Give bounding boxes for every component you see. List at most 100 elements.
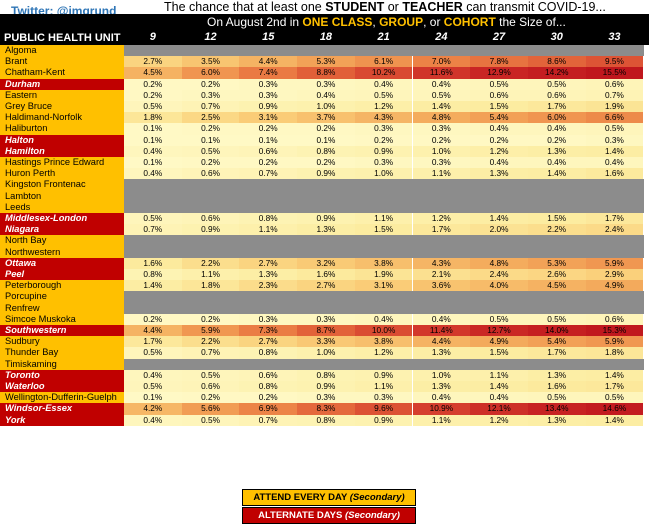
probability-cell: 0.2% xyxy=(124,313,182,325)
table-row: Huron Perth 0.4% 0.6% 0.7% 0.9% 1.0% 1.1% 1.3% 1… xyxy=(0,168,649,180)
probability-cell: 0.5% xyxy=(124,213,182,225)
table-row: Brant 2.7% 3.5% 4.4% 5.3% 6.1% 7.0% 7.8% 8.6% 9.5… xyxy=(0,56,649,68)
probability-cell: 0.5% xyxy=(527,392,586,404)
probability-cell: 1.3% xyxy=(527,145,586,157)
probability-cell: 0.2% xyxy=(239,123,298,135)
probability-cell: 0.7% xyxy=(181,347,240,359)
probability-cell: 3.5% xyxy=(181,56,240,68)
probability-cell: 2.1% xyxy=(412,269,471,281)
probability-cell: 0.4% xyxy=(297,89,355,101)
probability-cell: 2.7% xyxy=(124,56,182,68)
probability-cell: 6.0% xyxy=(527,112,586,124)
probability-cell: 1.6% xyxy=(527,381,586,393)
health-unit-name: Northwestern xyxy=(0,246,124,258)
probability-cell: 1.9% xyxy=(354,269,413,281)
probability-cell: 2.5% xyxy=(181,112,240,124)
table-row: Eastern 0.2% 0.3% 0.3% 0.4% 0.5% 0.5% 0.6% 0.6% 0… xyxy=(0,89,649,101)
health-unit-name: Middlesex-London xyxy=(0,213,124,225)
table-row: Waterloo 0.5% 0.6% 0.8% 0.9% 1.1% 1.3% 1.4% 1.6%… xyxy=(0,381,649,393)
table-row: Niagara 0.7% 0.9% 1.1% 1.3% 1.5% 1.7% 2.0% 2.2% 2… xyxy=(0,224,649,236)
no-data-band xyxy=(124,291,644,303)
health-unit-name: Toronto xyxy=(0,369,124,381)
probability-cell: 3.1% xyxy=(354,280,413,292)
table-row: Timiskaming xyxy=(0,358,649,370)
health-unit-name: Kingston Frontenac xyxy=(0,179,124,191)
probability-cell: 9.6% xyxy=(354,403,413,415)
title-part: or xyxy=(384,0,403,14)
probability-cell: 1.1% xyxy=(354,213,413,225)
health-unit-name: Windsor-Essex xyxy=(0,403,124,415)
probability-cell: 0.1% xyxy=(239,134,298,146)
probability-cell: 1.5% xyxy=(354,224,413,236)
probability-cell: 10.2% xyxy=(354,67,413,79)
probability-cell: 1.1% xyxy=(354,381,413,393)
probability-cell: 1.2% xyxy=(354,347,413,359)
probability-cell: 0.2% xyxy=(354,134,413,146)
probability-cell: 4.5% xyxy=(124,67,182,79)
probability-cell: 0.4% xyxy=(354,78,413,90)
probability-cell: 5.4% xyxy=(527,336,586,348)
probability-cell: 0.5% xyxy=(181,145,240,157)
probability-cell: 8.3% xyxy=(297,403,355,415)
no-data-band xyxy=(124,358,644,370)
table-row: Renfrew xyxy=(0,302,649,314)
probability-cell: 0.8% xyxy=(297,145,355,157)
subtitle-part: , or xyxy=(423,15,444,29)
row-values: 0.2% 0.2% 0.3% 0.3% 0.4% 0.4% 0.5% 0.5% 0.6% xyxy=(124,313,644,325)
probability-cell: 3.2% xyxy=(297,257,355,269)
probability-cell: 4.0% xyxy=(470,280,528,292)
probability-cell: 0.9% xyxy=(239,101,298,113)
probability-cell: 5.3% xyxy=(297,56,355,68)
legend-label: ALTERNATE DAYS xyxy=(258,510,345,521)
probability-cell: 0.4% xyxy=(527,123,586,135)
probability-cell: 0.5% xyxy=(470,78,528,90)
table-row: Haliburton 0.1% 0.2% 0.2% 0.2% 0.3% 0.3% 0.4% 0.… xyxy=(0,123,649,135)
table-row: Kingston Frontenac xyxy=(0,179,649,191)
probability-cell: 2.3% xyxy=(239,280,298,292)
probability-cell: 7.0% xyxy=(412,56,471,68)
column-header-size: 12 xyxy=(204,31,217,43)
probability-cell: 0.5% xyxy=(124,381,182,393)
no-data-band xyxy=(124,45,644,57)
probability-cell: 1.1% xyxy=(181,269,240,281)
row-values: 0.4% 0.5% 0.6% 0.8% 0.9% 1.0% 1.1% 1.3% 1.4% xyxy=(124,369,644,381)
no-data-band xyxy=(124,179,644,191)
table-row: Peel 0.8% 1.1% 1.3% 1.6% 1.9% 2.1% 2.4% 2.6% 2.9% xyxy=(0,269,649,281)
probability-cell: 0.6% xyxy=(239,369,298,381)
table-row: Lambton xyxy=(0,190,649,202)
table-row: Sudbury 1.7% 2.2% 2.7% 3.3% 3.8% 4.4% 4.9% 5.4% 5… xyxy=(0,336,649,348)
health-unit-name: Hamilton xyxy=(0,145,124,157)
health-unit-name: Waterloo xyxy=(0,381,124,393)
probability-cell: 0.6% xyxy=(239,145,298,157)
probability-cell: 6.6% xyxy=(585,112,644,124)
probability-cell: 1.6% xyxy=(297,269,355,281)
probability-cell: 0.3% xyxy=(297,392,355,404)
probability-cell: 0.8% xyxy=(297,369,355,381)
health-unit-name: Algoma xyxy=(0,45,124,57)
probability-cell: 2.4% xyxy=(470,269,528,281)
row-values: 0.5% 0.6% 0.8% 0.9% 1.1% 1.2% 1.4% 1.5% 1.7% xyxy=(124,213,644,225)
probability-cell: 1.9% xyxy=(585,101,644,113)
probability-cell: 1.3% xyxy=(527,414,586,426)
probability-cell: 0.2% xyxy=(181,392,240,404)
probability-cell: 1.7% xyxy=(412,224,471,236)
probability-cell: 3.1% xyxy=(239,112,298,124)
probability-cell: 0.7% xyxy=(239,168,298,180)
probability-cell: 1.6% xyxy=(124,257,182,269)
table-row: Northwestern xyxy=(0,246,649,258)
probability-cell: 0.4% xyxy=(585,157,644,169)
table-row: Durham 0.2% 0.2% 0.3% 0.3% 0.4% 0.4% 0.5% 0.5% 0.… xyxy=(0,78,649,90)
table-row: Middlesex-London 0.5% 0.6% 0.8% 0.9% 1.1% 1.2%… xyxy=(0,213,649,225)
row-values: 4.4% 5.9% 7.3% 8.7% 10.0% 11.4% 12.7% 14.0% 15.3… xyxy=(124,325,644,337)
probability-cell: 4.5% xyxy=(527,280,586,292)
title-part: can transmit COVID-19... xyxy=(462,0,606,14)
probability-cell: 12.1% xyxy=(470,403,528,415)
probability-cell: 1.2% xyxy=(470,145,528,157)
probability-cell: 3.7% xyxy=(297,112,355,124)
probability-cell: 0.9% xyxy=(354,414,413,426)
column-header-size: 30 xyxy=(550,31,563,43)
probability-cell: 2.7% xyxy=(239,336,298,348)
probability-cell: 1.0% xyxy=(412,145,471,157)
probability-cell: 0.1% xyxy=(181,134,240,146)
row-values: 0.4% 0.6% 0.7% 0.9% 1.0% 1.1% 1.3% 1.4% 1.6% xyxy=(124,168,644,180)
